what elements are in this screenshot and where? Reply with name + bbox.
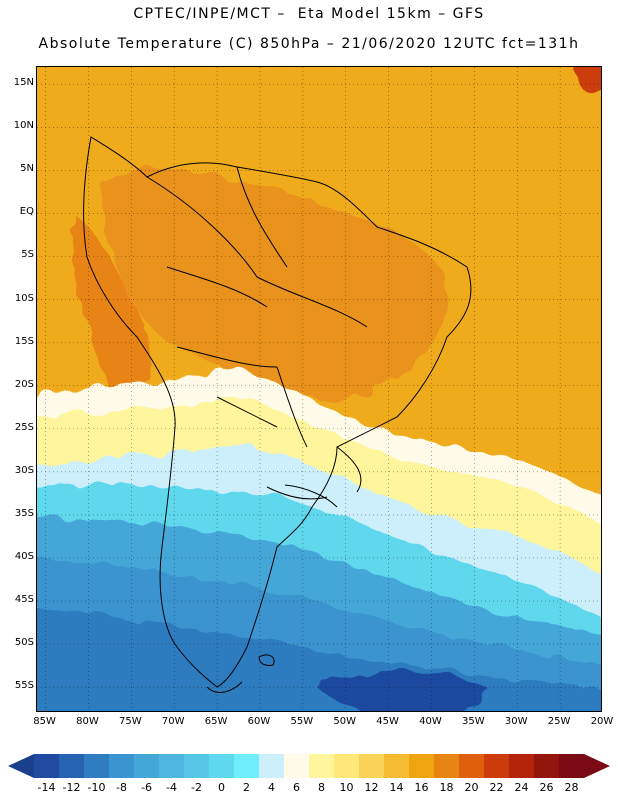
lon-label: 20W [590, 716, 614, 727]
lat-label: 50S [14, 637, 34, 649]
colorbar-tick-label: 26 [539, 781, 554, 794]
lat-label: 5N [20, 163, 34, 175]
lon-label: 80W [76, 716, 99, 727]
colorbar-tick-label: 28 [564, 781, 579, 794]
colorbar-tick-label: 20 [464, 781, 479, 794]
colorbar-tick-label: 16 [414, 781, 429, 794]
colorbar-tick-label: 18 [439, 781, 454, 794]
colorbar-segment [459, 754, 485, 778]
colorbar-segment [534, 754, 560, 778]
colorbar-tick-label: 24 [514, 781, 529, 794]
colorbar-segment [484, 754, 510, 778]
colorbar-segment [259, 754, 285, 778]
lat-label: 5S [21, 249, 34, 261]
colorbar-tick-label: 4 [268, 781, 275, 794]
colorbar-segment [234, 754, 260, 778]
colorbar-max-arrow [584, 754, 610, 778]
colorbar-segment [359, 754, 385, 778]
lat-label: 25S [14, 421, 34, 433]
lon-label: 40W [419, 716, 442, 727]
lon-label: 50W [333, 716, 357, 727]
colorbar-tick-label: 10 [339, 781, 354, 794]
lat-label: 40S [14, 550, 34, 562]
lon-label: 55W [290, 716, 314, 727]
lon-label: 25W [547, 716, 571, 727]
colorbar-min-arrow [8, 754, 34, 778]
lon-label: 35W [462, 716, 485, 727]
colorbar-tick-label: 14 [389, 781, 404, 794]
lat-label: 35S [14, 507, 34, 519]
colorbar-tick-label: 2 [243, 781, 250, 794]
lon-label: 75W [119, 716, 142, 727]
colorbar-segment [59, 754, 85, 778]
lon-label: 70W [161, 716, 185, 727]
lat-label: 55S [14, 680, 34, 692]
colorbar-segment [509, 754, 535, 778]
lon-label: 30W [504, 716, 528, 727]
colorbar-tick-label: -2 [191, 781, 202, 794]
colorbar-segment [134, 754, 160, 778]
lat-label: EQ [19, 206, 34, 218]
map-title-variable: Absolute Temperature (C) 850hPa – 21/06/… [38, 36, 580, 52]
colorbar-tick-label: -4 [166, 781, 177, 794]
colorbar-segment [334, 754, 360, 778]
colorbar-tick-label: 12 [364, 781, 379, 794]
lat-label: 15S [14, 335, 34, 347]
temperature-field [37, 67, 601, 711]
lon-label: 85W [33, 716, 56, 727]
colorbar-segment [409, 754, 435, 778]
colorbar-tick-label: -6 [141, 781, 152, 794]
temperature-map [36, 66, 602, 712]
lon-label: 60W [247, 716, 271, 727]
colorbar-segment [434, 754, 460, 778]
colorbar-segment [309, 754, 335, 778]
colorbar-tick-label: 22 [489, 781, 504, 794]
colorbar-segment [184, 754, 210, 778]
colorbar-tick-label: -8 [116, 781, 127, 794]
lat-label: 20S [14, 378, 34, 390]
lon-label: 45W [376, 716, 399, 727]
colorbar-tick-label: -12 [62, 781, 81, 794]
colorbar-segment [559, 754, 585, 778]
colorbar-tick-label: 6 [293, 781, 300, 794]
colorbar-segment [84, 754, 110, 778]
lat-label: 15N [13, 77, 34, 89]
colorbar-segment [384, 754, 410, 778]
lat-label: 10N [13, 120, 34, 132]
colorbar-segment [209, 754, 235, 778]
colorbar-tick-label: -14 [37, 781, 56, 794]
colorbar-segment [109, 754, 135, 778]
lat-label: 10S [14, 292, 34, 304]
lon-label: 65W [204, 716, 228, 727]
lat-label: 45S [14, 594, 34, 606]
colorbar [8, 754, 610, 778]
colorbar-tick-label: 0 [218, 781, 225, 794]
colorbar-tick-label: -10 [87, 781, 106, 794]
map-title-source: CPTEC/INPE/MCT – Eta Model 15km – GFS [133, 6, 485, 22]
colorbar-segment [34, 754, 60, 778]
colorbar-segment [284, 754, 310, 778]
lat-label: 30S [14, 464, 34, 476]
colorbar-tick-label: 8 [318, 781, 325, 794]
colorbar-segment [159, 754, 185, 778]
